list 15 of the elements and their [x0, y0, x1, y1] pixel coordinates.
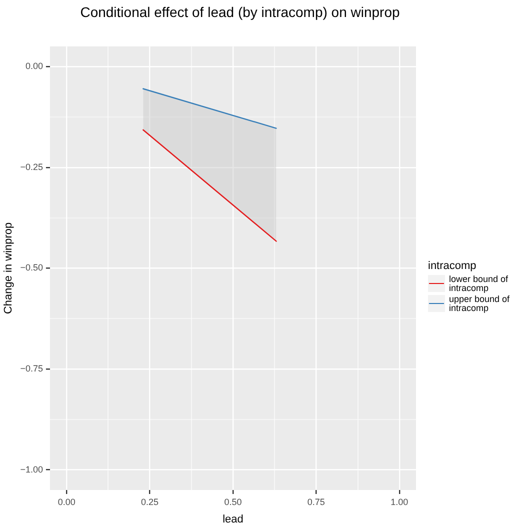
- x-tick-label: 0.75: [307, 496, 325, 507]
- y-tick-label: −0.25: [20, 162, 43, 172]
- chart-title: Conditional effect of lead (by intracomp) on winprop: [80, 4, 400, 20]
- x-tick-label: 0.50: [224, 496, 242, 507]
- legend-title: intracomp: [428, 260, 478, 272]
- y-tick-label: −1.00: [20, 464, 43, 474]
- y-tick-label: −0.50: [20, 262, 43, 273]
- x-tick-label: 0.00: [58, 496, 76, 507]
- y-axis-title: Change in winprop: [2, 222, 15, 314]
- x-tick-label: 0.25: [141, 496, 159, 507]
- x-axis-title: lead: [222, 513, 244, 526]
- y-tick-label: −0.75: [20, 364, 43, 374]
- x-tick-label: 1.00: [390, 496, 408, 507]
- y-tick-label: 0.00: [25, 61, 43, 72]
- legend-label: upper bound of intracomp: [449, 294, 511, 313]
